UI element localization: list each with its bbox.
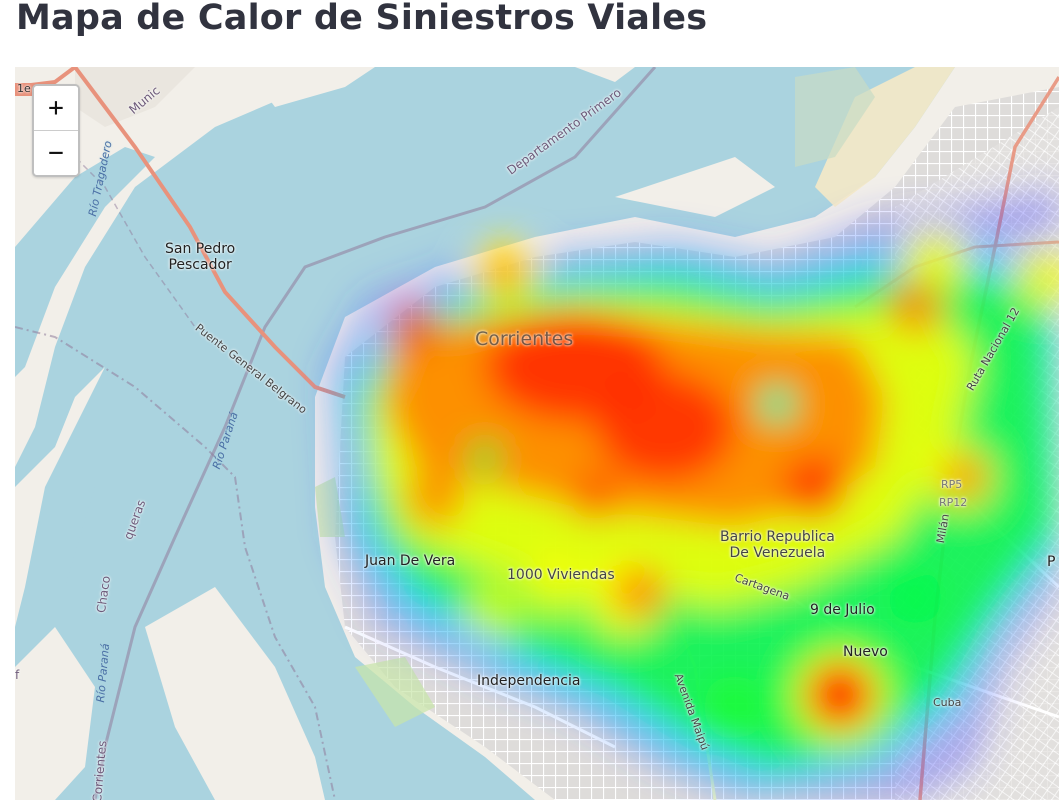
label-rp12: RP12 [939,496,968,509]
zoom-out-button[interactable]: − [34,130,78,175]
label-edge-left: f [15,668,20,682]
zoom-in-button[interactable]: + [34,86,78,130]
label-nuevo: Nuevo [843,644,888,660]
label-edge-right: P [1047,554,1056,570]
heatmap-layer [325,187,1059,800]
label-san-pedro-pescador: San Pedro Pescador [165,241,236,274]
label-barrio-republica: Barrio Republica De Venezuela [720,529,835,562]
map-tiles [15,67,1059,800]
heatmap-map[interactable]: San Pedro Pescador Corrientes Juan De Ve… [15,67,1059,800]
label-1000-viviendas: 1000 Viviendas [507,567,615,583]
label-9-de-julio: 9 de Julio [810,602,875,618]
label-juan-de-vera: Juan De Vera [365,553,456,569]
label-corrientes: Corrientes [475,328,574,350]
label-cuba: Cuba [933,696,962,709]
label-rp5: RP5 [941,478,963,491]
label-independencia: Independencia [477,673,581,689]
page-title: Mapa de Calor de Siniestros Viales [16,0,708,38]
zoom-control: + − [32,84,80,177]
label-edge-top: 1e [15,82,33,96]
